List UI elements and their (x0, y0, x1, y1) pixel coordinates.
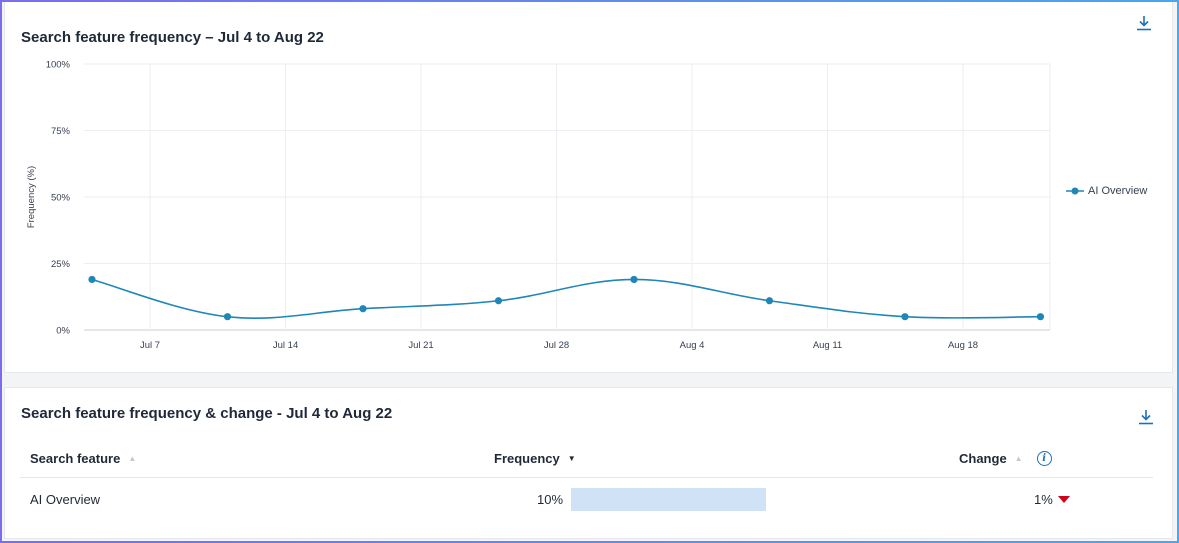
x-tick-label: Aug 18 (948, 340, 978, 351)
column-header-frequency[interactable]: Frequency ▼ (494, 451, 576, 466)
data-point[interactable] (359, 305, 367, 313)
legend-label: AI Overview (1088, 185, 1148, 197)
series-points (88, 275, 1045, 321)
x-tick-label: Aug 4 (680, 340, 705, 351)
data-point[interactable] (494, 297, 503, 305)
download-icon[interactable] (1137, 408, 1155, 426)
y-tick-label: 50% (51, 193, 71, 204)
legend-marker-icon (1066, 187, 1084, 195)
sort-ascending-icon[interactable]: ▲ (1014, 454, 1023, 463)
y-tick-label: 75% (51, 126, 71, 137)
cell-change: 1% (1034, 492, 1070, 507)
chart-title: Search feature frequency – Jul 4 to Aug … (21, 29, 324, 46)
y-tick-label: 100% (46, 60, 71, 71)
cell-search-feature: AI Overview (30, 492, 101, 507)
column-header-label: Change (959, 451, 1007, 466)
cell-frequency: 10% (537, 492, 564, 507)
data-point[interactable] (765, 297, 774, 305)
y-tick-label: 0% (56, 326, 70, 337)
column-header-change[interactable]: Change ▲ i (959, 451, 1052, 466)
data-point[interactable] (630, 275, 638, 284)
info-icon[interactable]: i (1036, 451, 1052, 466)
column-header-search-feature[interactable]: Search feature ▲ (30, 451, 136, 466)
frequency-line-chart: 0% 25% 50% 75% 100% Jul 7 Jul 14 Jul 21 Jul 28 A… (26, 60, 1051, 351)
x-tick-label: Aug 11 (813, 340, 842, 351)
x-tick-label: Jul 7 (140, 340, 160, 351)
change-down-icon (1057, 496, 1070, 503)
y-tick-label: 25% (51, 259, 71, 270)
series-line-ai-overview (91, 278, 1041, 319)
table-title: Search feature frequency & change - Jul … (21, 405, 393, 422)
data-point[interactable] (901, 313, 909, 321)
data-point[interactable] (88, 275, 96, 284)
table-card (4, 387, 1173, 539)
column-header-label: Frequency (494, 451, 560, 466)
sort-ascending-icon[interactable]: ▲ (128, 454, 137, 463)
y-axis-label: Frequency (%) (26, 166, 37, 228)
x-axis-ticks: Jul 7 Jul 14 Jul 21 Jul 28 Aug 4 Aug 11 Aug 18 (140, 340, 978, 351)
column-header-label: Search feature (30, 451, 121, 466)
x-tick-label: Jul 21 (408, 340, 433, 351)
change-value: 1% (1034, 492, 1053, 507)
data-point[interactable] (1036, 313, 1045, 321)
y-axis-ticks: 0% 25% 50% 75% 100% (46, 60, 71, 337)
sort-descending-icon[interactable]: ▼ (567, 454, 576, 463)
x-tick-label: Jul 14 (273, 340, 298, 351)
download-icon[interactable] (1135, 14, 1153, 32)
frequency-bar (571, 488, 766, 511)
x-tick-label: Jul 28 (544, 340, 569, 351)
data-point[interactable] (223, 313, 232, 321)
legend-item-ai-overview[interactable]: AI Overview (1066, 185, 1147, 197)
table-divider (20, 477, 1153, 478)
chart-grid (84, 63, 1051, 331)
